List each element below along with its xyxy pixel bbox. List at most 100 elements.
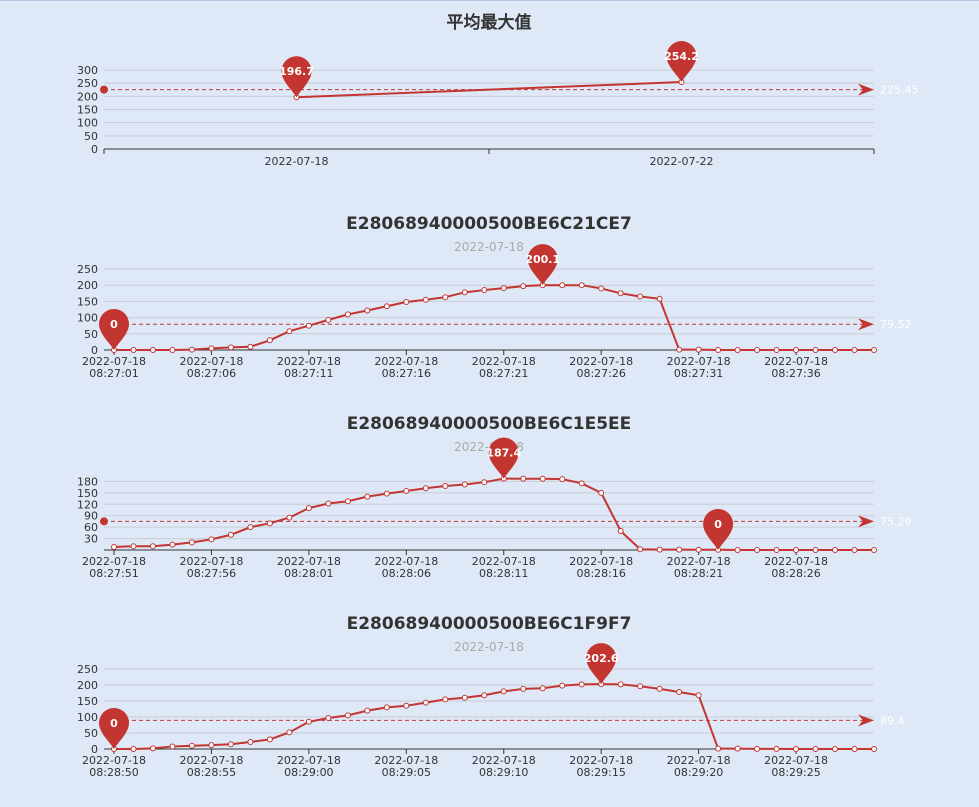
data-point [364, 493, 371, 500]
data-point [832, 347, 839, 353]
y-tick-label: 30 [84, 533, 98, 546]
x-tick-line: 2022-07-18 [82, 355, 146, 368]
x-tick-label: 2022-07-18 08:27:11 [277, 355, 341, 380]
x-tick-line: 2022-07-18 [472, 355, 536, 368]
data-point [559, 682, 566, 689]
chart-title: E28068940000500BE6C21CE7 [346, 214, 632, 234]
data-point [403, 702, 410, 709]
min-pin-marker [281, 56, 312, 98]
data-point [656, 546, 663, 553]
data-point [656, 295, 663, 302]
average-line-arrow [858, 83, 874, 96]
average-value-label: 79.52 [880, 318, 912, 331]
x-tick-line: 2022-07-18 [374, 754, 438, 767]
data-point [325, 316, 332, 323]
data-point [812, 547, 819, 553]
y-tick-label: 180 [77, 475, 98, 488]
max-pin-label: 202.6 [584, 652, 619, 665]
y-tick-label: 300 [77, 64, 98, 77]
data-point [734, 745, 741, 752]
data-point [422, 485, 429, 492]
series-line [114, 284, 874, 351]
min-pin-marker [99, 309, 129, 350]
max-pin-label: 254.2 [664, 50, 699, 63]
data-point [344, 311, 351, 318]
x-tick-line: 2022-07-18 [764, 754, 828, 767]
data-point [520, 685, 527, 692]
data-point [383, 303, 390, 310]
data-point [617, 527, 624, 534]
x-tick-line: 2022-07-18 [82, 754, 146, 767]
data-point [305, 322, 312, 329]
average-line-arrow [858, 318, 874, 331]
min-pin-label: 0 [714, 518, 722, 531]
x-tick-label: 2022-07-18 08:27:36 [764, 355, 828, 380]
data-point [559, 476, 566, 483]
max-pin-marker [586, 643, 617, 685]
data-point [130, 746, 137, 752]
x-tick-line: 08:29:10 [479, 766, 528, 779]
x-tick-line: 2022-07-18 [277, 355, 341, 368]
data-point [559, 282, 566, 289]
x-tick-line: 08:28:55 [187, 766, 236, 779]
x-tick-label: 2022-07-18 08:27:31 [667, 355, 731, 380]
x-tick-line: 2022-07-18 [667, 355, 731, 368]
y-tick-label: 250 [77, 663, 98, 676]
x-tick-line: 08:29:05 [382, 766, 431, 779]
y-tick-label: 50 [84, 328, 98, 341]
data-point [383, 704, 390, 711]
max-pin-marker [527, 244, 558, 286]
x-tick-label: 2022-07-18 08:27:16 [374, 355, 438, 380]
x-tick-label: 2022-07-18 08:29:25 [764, 754, 828, 779]
x-tick-label: 2022-07-22 [650, 155, 714, 168]
y-tick-label: 0 [91, 143, 98, 156]
y-tick-label: 150 [77, 295, 98, 308]
data-point [676, 689, 683, 696]
y-tick-label: 120 [77, 498, 98, 511]
data-point [637, 546, 644, 553]
data-point [695, 546, 702, 553]
y-tick-label: 150 [77, 104, 98, 117]
data-point [715, 745, 722, 752]
data-point [325, 500, 332, 507]
data-point [578, 480, 585, 487]
x-tick-label: 2022-07-18 [265, 155, 329, 168]
x-tick-line: 2022-07-18 [569, 754, 633, 767]
chart-title: 平均最大值 [447, 12, 532, 33]
data-point [676, 546, 683, 553]
data-point [442, 483, 449, 489]
x-tick-line: 08:29:00 [284, 766, 333, 779]
data-point [364, 707, 371, 714]
x-tick-line: 2022-07-18 [265, 155, 329, 168]
data-point [520, 283, 527, 290]
data-point [793, 547, 800, 553]
x-tick-line: 2022-07-18 [277, 555, 341, 568]
y-tick-label: 100 [77, 117, 98, 130]
data-point [481, 287, 488, 294]
data-point [851, 746, 858, 752]
y-tick-label: 100 [77, 312, 98, 325]
x-tick-label: 2022-07-18 08:27:56 [179, 555, 243, 580]
data-point [130, 543, 137, 550]
data-point [208, 345, 215, 352]
y-tick-label: 0 [91, 743, 98, 756]
data-point [383, 490, 390, 497]
data-point [871, 547, 877, 553]
x-tick-line: 08:29:25 [771, 766, 820, 779]
data-point [754, 547, 761, 553]
data-point [481, 692, 488, 699]
data-point [422, 296, 429, 303]
x-tick-line: 08:29:20 [674, 766, 723, 779]
x-tick-line: 08:28:06 [382, 567, 431, 580]
x-tick-label: 2022-07-18 08:28:01 [277, 555, 341, 580]
data-point [695, 346, 702, 353]
data-point [188, 346, 195, 353]
data-point [676, 346, 683, 353]
data-point [695, 692, 702, 699]
data-point [344, 498, 351, 505]
data-point [851, 547, 858, 553]
series-line [114, 683, 874, 750]
data-point [111, 543, 117, 550]
data-point [461, 289, 468, 296]
